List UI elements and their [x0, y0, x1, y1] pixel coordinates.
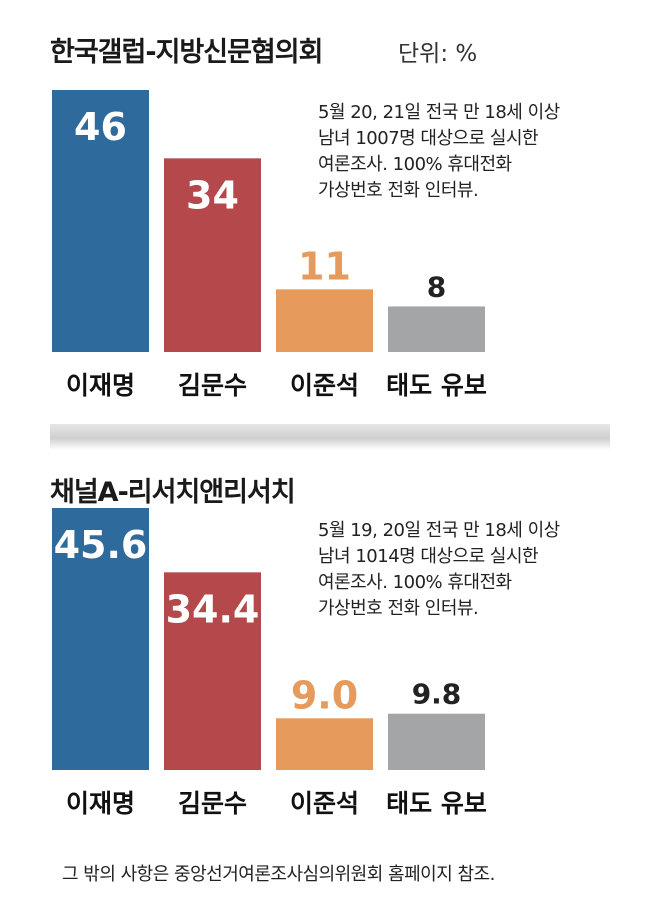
bar-3 [276, 289, 373, 352]
category-label: 김문수 [178, 371, 247, 400]
section-divider [50, 424, 610, 450]
unit-label: 단위: % [398, 41, 478, 67]
footer-note: 그 밖의 사항은 중앙선거여론조사심의위원회 홈페이지 참조. [62, 864, 495, 885]
bar-value-label: 8 [427, 270, 446, 303]
category-label: 김문수 [178, 789, 247, 818]
bar-4 [388, 713, 485, 770]
chart-2-title: 채널A-리서치앤리서치 [50, 477, 296, 508]
bar-value-label: 34.4 [166, 587, 260, 631]
category-label: 이준석 [290, 789, 359, 818]
category-label: 이재명 [66, 371, 135, 400]
bar-1 [52, 90, 149, 352]
category-label: 이준석 [290, 371, 359, 400]
category-label: 이재명 [66, 789, 135, 818]
bar-value-label: 9.0 [291, 673, 358, 717]
bar-value-label: 46 [74, 105, 127, 149]
bar-4 [388, 306, 485, 352]
bar-value-label: 45.6 [54, 523, 148, 567]
category-label: 태도 유보 [386, 789, 487, 818]
bar-2 [164, 158, 261, 352]
bar-value-label: 34 [186, 173, 239, 217]
category-label: 태도 유보 [386, 371, 487, 400]
bar-value-label: 9.8 [412, 678, 462, 711]
bar-value-label: 11 [298, 244, 351, 288]
bar-2 [164, 572, 261, 770]
bar-1 [52, 508, 149, 770]
chart-2-note: 5월 19, 20일 전국 만 18세 이상 남녀 1014명 대상으로 실시한… [318, 520, 560, 619]
chart-1: 46 이재명 34 김문수 11 이준석 8 태도 유보 [52, 90, 487, 400]
chart-2: 45.6 이재명 34.4 김문수 9.0 이준석 9.8 태도 유보 [52, 508, 487, 818]
chart-1-note: 5월 20, 21일 전국 만 18세 이상 남녀 1007명 대상으로 실시한… [318, 102, 560, 201]
chart-1-title: 한국갤럽-지방신문협의회 [50, 37, 323, 68]
bar-3 [276, 718, 373, 770]
